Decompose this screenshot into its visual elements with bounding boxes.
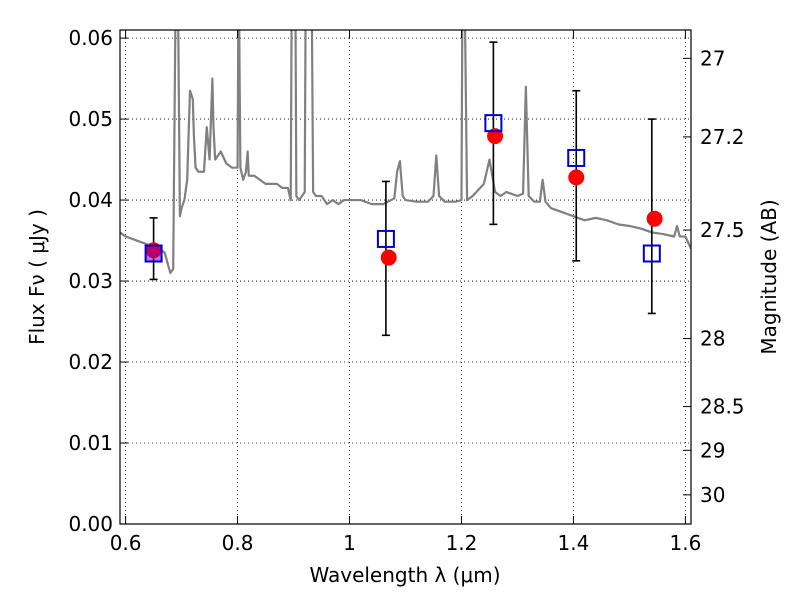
y-tick-label: 0.00 [68,512,113,536]
red-circle-point [380,249,397,266]
x-tick-label: 0.6 [110,531,142,555]
grid [120,30,691,524]
right-tick-label: 27.5 [700,218,745,242]
right-tick-label: 27.2 [700,125,745,149]
y-tick-label: 0.01 [68,431,113,455]
right-tick-label: 29 [700,438,725,462]
y-axis-title: Flux Fν ( μJy ) [25,209,49,345]
x-tick-label: 0.8 [222,531,254,555]
right-tick-label: 28.5 [700,395,745,419]
x-tick-label: 1.6 [669,531,701,555]
right-tick-label: 30 [700,483,725,507]
model-spectrum-line [120,30,691,275]
x-tick-label: 1.4 [558,531,590,555]
model-spectrum [120,30,691,275]
data-points [144,114,663,266]
y-tick-label: 0.06 [68,26,113,50]
x-tick-label: 1.2 [446,531,478,555]
axis-ticks: 0.6 0.8 1 1.2 1.4 1.6 0.00 0.01 0.02 0.03 0.04 0.05… [68,26,744,555]
right-tick-label: 28 [700,327,725,351]
blue-square-point [642,244,661,263]
x-tick-label: 1 [343,531,356,555]
y-tick-label: 0.02 [68,350,113,374]
red-circle-point [646,210,663,227]
blue-square-point [144,244,163,263]
blue-square-point [484,114,503,133]
red-circle-point [568,169,585,186]
plot-frame [119,29,692,525]
x-axis-title: Wavelength λ (μm) [309,563,500,587]
right-tick-label: 27 [700,46,725,70]
blue-square-point [376,229,395,248]
y-tick-label: 0.05 [68,107,113,131]
right-axis-title: Magnitude (AB) [757,199,781,354]
blue-square-point [567,148,586,167]
y-tick-label: 0.03 [68,269,113,293]
y-tick-label: 0.04 [68,188,113,212]
